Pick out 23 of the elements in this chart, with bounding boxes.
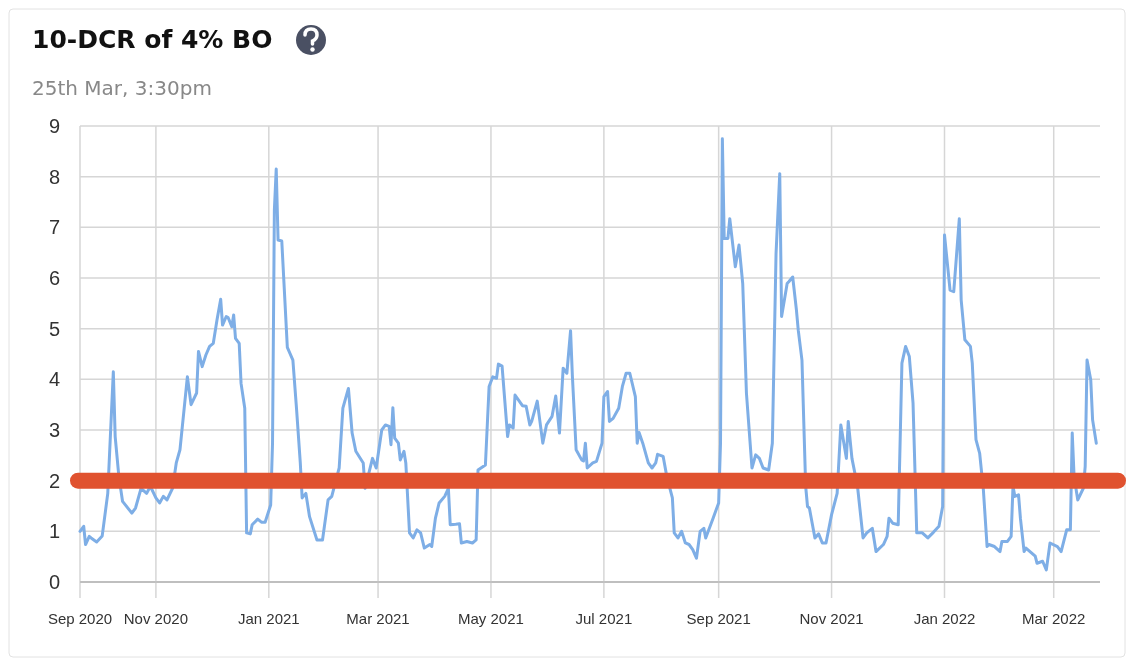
y-tick-label: 0 (48, 571, 60, 593)
y-tick-label: 6 (48, 267, 60, 289)
x-tick-label: Sep 2021 (686, 610, 751, 627)
y-tick-label: 9 (48, 115, 60, 137)
y-tick-label: 8 (48, 165, 60, 188)
y-tick-label: 2 (48, 469, 60, 492)
y-tick-label: 7 (48, 216, 60, 239)
chart-subtitle: 25th Mar, 3:30pm (32, 76, 212, 100)
x-tick-label: Jan 2022 (913, 610, 976, 627)
x-tick-label: May 2021 (458, 610, 524, 627)
x-tick-label: Jul 2021 (575, 610, 633, 627)
x-tick-label: Jan 2021 (237, 610, 300, 627)
x-tick-label: Sep 2020 (47, 610, 113, 627)
line-series (78, 137, 1098, 572)
x-tick-label: Mar 2021 (346, 610, 410, 627)
y-tick-label: 1 (48, 520, 60, 543)
x-tick-label: Nov 2020 (123, 610, 189, 627)
y-tick-label: 4 (48, 368, 60, 391)
x-tick-label: Nov 2021 (799, 610, 864, 627)
x-tick-label: Mar 2022 (1022, 610, 1086, 627)
y-tick-label: 5 (48, 317, 60, 340)
chart-title: 10-DCR of 4% BO (32, 25, 273, 54)
y-tick-label: 3 (48, 419, 60, 441)
